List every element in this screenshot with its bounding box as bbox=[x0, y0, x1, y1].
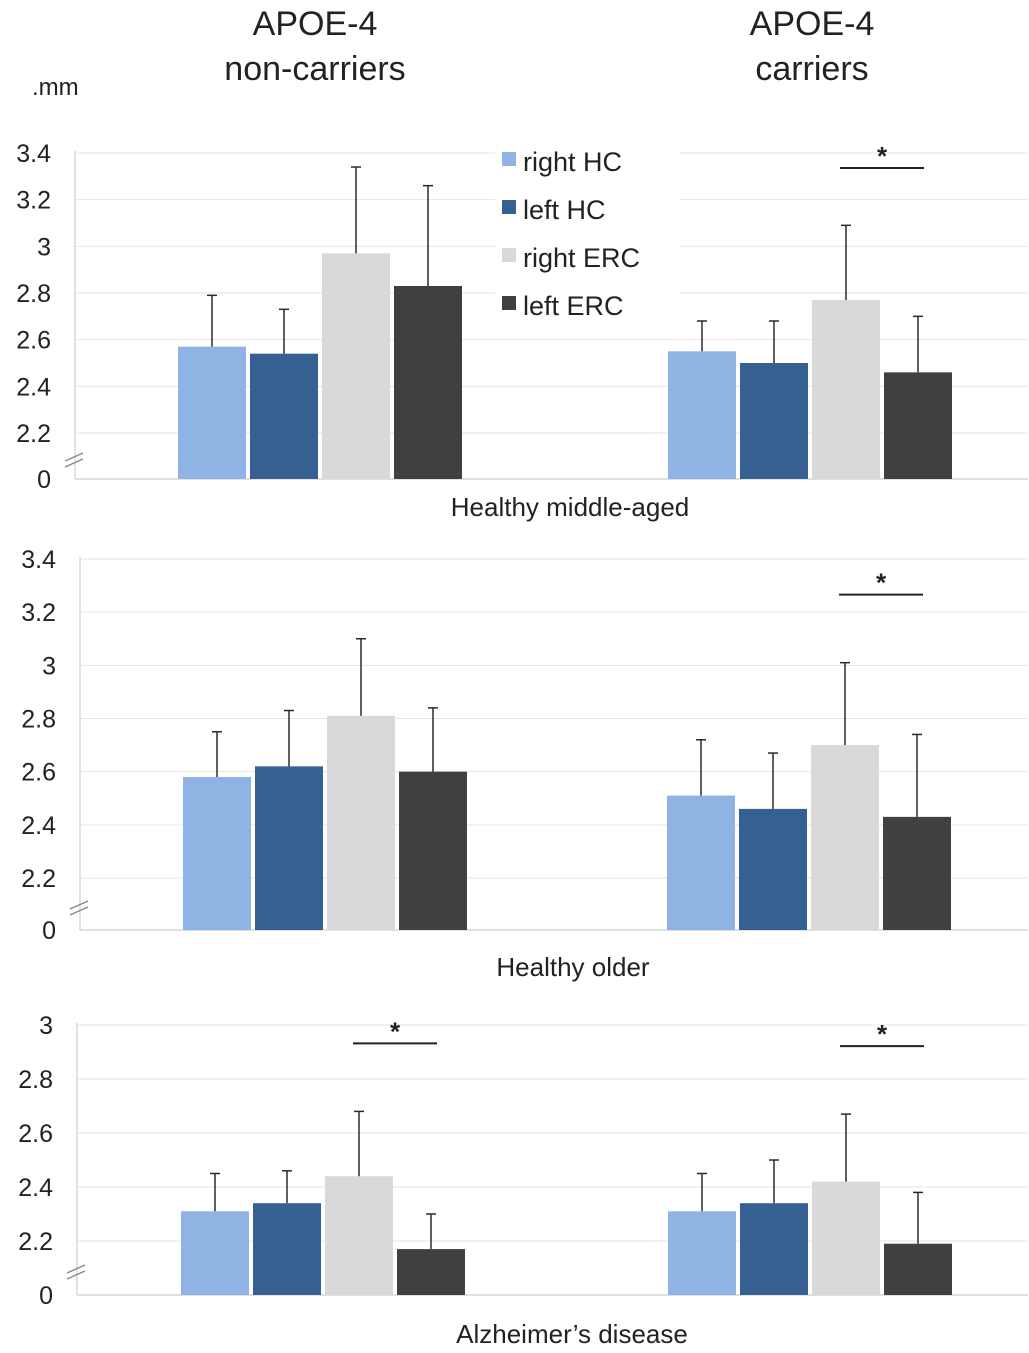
bar bbox=[255, 766, 323, 930]
legend-item: right HC bbox=[502, 138, 680, 186]
y-tick-label: 0 bbox=[37, 466, 51, 494]
legend-label: left ERC bbox=[523, 290, 624, 321]
legend-item: right ERC bbox=[502, 234, 680, 282]
significance-marker: * bbox=[390, 1016, 401, 1046]
bar bbox=[884, 372, 952, 479]
legend-swatch bbox=[502, 152, 516, 166]
y-tick-label: 2.2 bbox=[18, 1228, 53, 1256]
legend-item: left HC bbox=[502, 186, 680, 234]
unit-label: .mm bbox=[32, 74, 79, 101]
bar bbox=[811, 745, 879, 930]
bar bbox=[740, 363, 808, 479]
y-tick-label: 0 bbox=[42, 917, 56, 945]
bar bbox=[812, 1181, 880, 1295]
y-tick-label: 2.8 bbox=[18, 1066, 53, 1094]
legend-item: left ERC bbox=[502, 282, 680, 330]
y-tick-label: 3.4 bbox=[16, 140, 51, 168]
group-title-non-carriers: APOE-4 non-carriers bbox=[165, 2, 465, 92]
bar bbox=[739, 808, 807, 930]
y-tick-label: 2.2 bbox=[16, 420, 51, 448]
y-tick-label: 3.2 bbox=[16, 187, 51, 215]
bar bbox=[667, 795, 735, 930]
y-tick-label: 3 bbox=[42, 652, 56, 680]
bar bbox=[325, 1176, 393, 1295]
y-tick-label: 2.8 bbox=[21, 706, 56, 734]
bar bbox=[812, 300, 880, 479]
panel-label-middle-aged: Healthy middle-aged bbox=[450, 492, 690, 522]
axis-break-mark bbox=[69, 906, 89, 916]
group-title-line1: APOE-4 bbox=[749, 5, 875, 43]
bar bbox=[394, 286, 462, 479]
bar bbox=[668, 351, 736, 479]
significance-marker: * bbox=[877, 141, 888, 171]
legend-label: right ERC bbox=[523, 242, 641, 273]
bar bbox=[668, 1211, 736, 1295]
y-tick-label: 3 bbox=[39, 1012, 53, 1040]
legend-swatch bbox=[502, 296, 516, 310]
axis-break-mark bbox=[64, 452, 84, 462]
y-tick-label: 2.4 bbox=[21, 812, 56, 840]
bar bbox=[178, 346, 246, 479]
y-tick-label: 2.6 bbox=[16, 327, 51, 355]
axis-break-mark bbox=[69, 900, 89, 910]
y-tick-label: 2.8 bbox=[16, 280, 51, 308]
panel-label-older: Healthy older bbox=[496, 952, 650, 982]
y-tick-label: 3.4 bbox=[21, 546, 56, 574]
bar bbox=[253, 1203, 321, 1295]
group-title-line1: APOE-4 bbox=[252, 5, 378, 43]
y-tick-label: 3.2 bbox=[21, 599, 56, 627]
y-tick-label: 0 bbox=[39, 1282, 53, 1310]
significance-marker: * bbox=[877, 1019, 888, 1049]
y-tick-label: 2.6 bbox=[21, 759, 56, 787]
y-tick-label: 2.2 bbox=[21, 865, 56, 893]
bar bbox=[181, 1211, 249, 1295]
bar bbox=[322, 253, 390, 479]
y-tick-label: 2.6 bbox=[18, 1120, 53, 1148]
bar bbox=[183, 776, 251, 930]
legend: right HC left HC right ERC left ERC bbox=[500, 138, 680, 330]
bar bbox=[327, 715, 395, 930]
bar bbox=[740, 1203, 808, 1295]
legend-label: left HC bbox=[523, 194, 606, 225]
bar bbox=[250, 353, 318, 479]
group-title-line2: carriers bbox=[755, 50, 869, 88]
group-title-line2: non-carriers bbox=[224, 50, 406, 88]
bar bbox=[883, 816, 951, 930]
panel-label-alzheimers: Alzheimer’s disease bbox=[456, 1319, 688, 1349]
group-title-carriers: APOE-4 carriers bbox=[662, 2, 962, 92]
y-tick-label: 2.4 bbox=[16, 373, 51, 401]
axis-break-mark bbox=[64, 458, 84, 468]
y-tick-label: 3 bbox=[37, 233, 51, 261]
axis-break-mark bbox=[66, 1270, 86, 1280]
bar bbox=[397, 1249, 465, 1295]
axis-break-mark bbox=[66, 1264, 86, 1274]
significance-marker: * bbox=[876, 568, 887, 598]
legend-label: right HC bbox=[523, 146, 623, 177]
legend-swatch bbox=[502, 200, 516, 214]
bar bbox=[884, 1243, 952, 1295]
legend-swatch bbox=[502, 248, 516, 262]
y-tick-label: 2.4 bbox=[18, 1174, 53, 1202]
bar bbox=[399, 771, 467, 930]
